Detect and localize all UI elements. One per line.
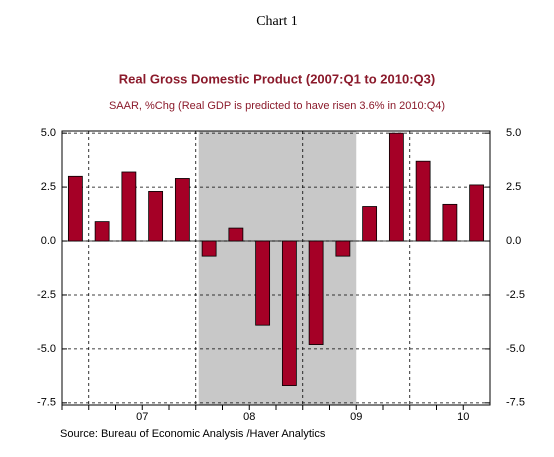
bar — [281, 240, 297, 386]
y-tick-label: -2.5 — [37, 289, 56, 301]
page-heading: Chart 1 — [256, 14, 298, 29]
bar — [67, 175, 83, 242]
x-year-label: 07 — [136, 411, 148, 423]
bar — [388, 132, 404, 242]
plot-frame — [61, 130, 491, 406]
y-tick-label: 5.0 — [41, 127, 56, 139]
y-tick-label: 0.0 — [41, 235, 56, 247]
bar — [148, 191, 164, 242]
bar — [121, 171, 137, 242]
x-year-label: 09 — [350, 411, 362, 423]
chart-subtitle: SAAR, %Chg (Real GDP is predicted to hav… — [109, 100, 445, 112]
bar — [415, 160, 431, 242]
y2-tick-label: 5.0 — [506, 127, 521, 139]
bar — [94, 221, 110, 242]
y-tick-label: 2.5 — [41, 181, 56, 193]
bar — [308, 240, 324, 345]
bar — [174, 178, 190, 242]
recession-shading — [198, 131, 357, 405]
chart-title: Real Gross Domestic Product (2007:Q1 to … — [119, 71, 435, 86]
bar — [335, 240, 351, 257]
bar — [362, 206, 378, 242]
y2-tick-label: -7.5 — [506, 397, 525, 409]
bar — [228, 227, 244, 242]
bar — [201, 240, 217, 257]
bar — [255, 240, 271, 326]
x-year-label: 10 — [457, 411, 469, 423]
y-tick-label: -7.5 — [37, 397, 56, 409]
y2-tick-label: 0.0 — [506, 235, 521, 247]
y2-tick-label: -2.5 — [506, 289, 525, 301]
bar — [442, 203, 458, 242]
x-year-label: 08 — [243, 411, 255, 423]
bar — [469, 184, 485, 242]
y-tick-label: -5.0 — [37, 343, 56, 355]
y2-tick-label: -5.0 — [506, 343, 525, 355]
y2-tick-label: 2.5 — [506, 181, 521, 193]
source-note: Source: Bureau of Economic Analysis /Hav… — [60, 428, 326, 440]
